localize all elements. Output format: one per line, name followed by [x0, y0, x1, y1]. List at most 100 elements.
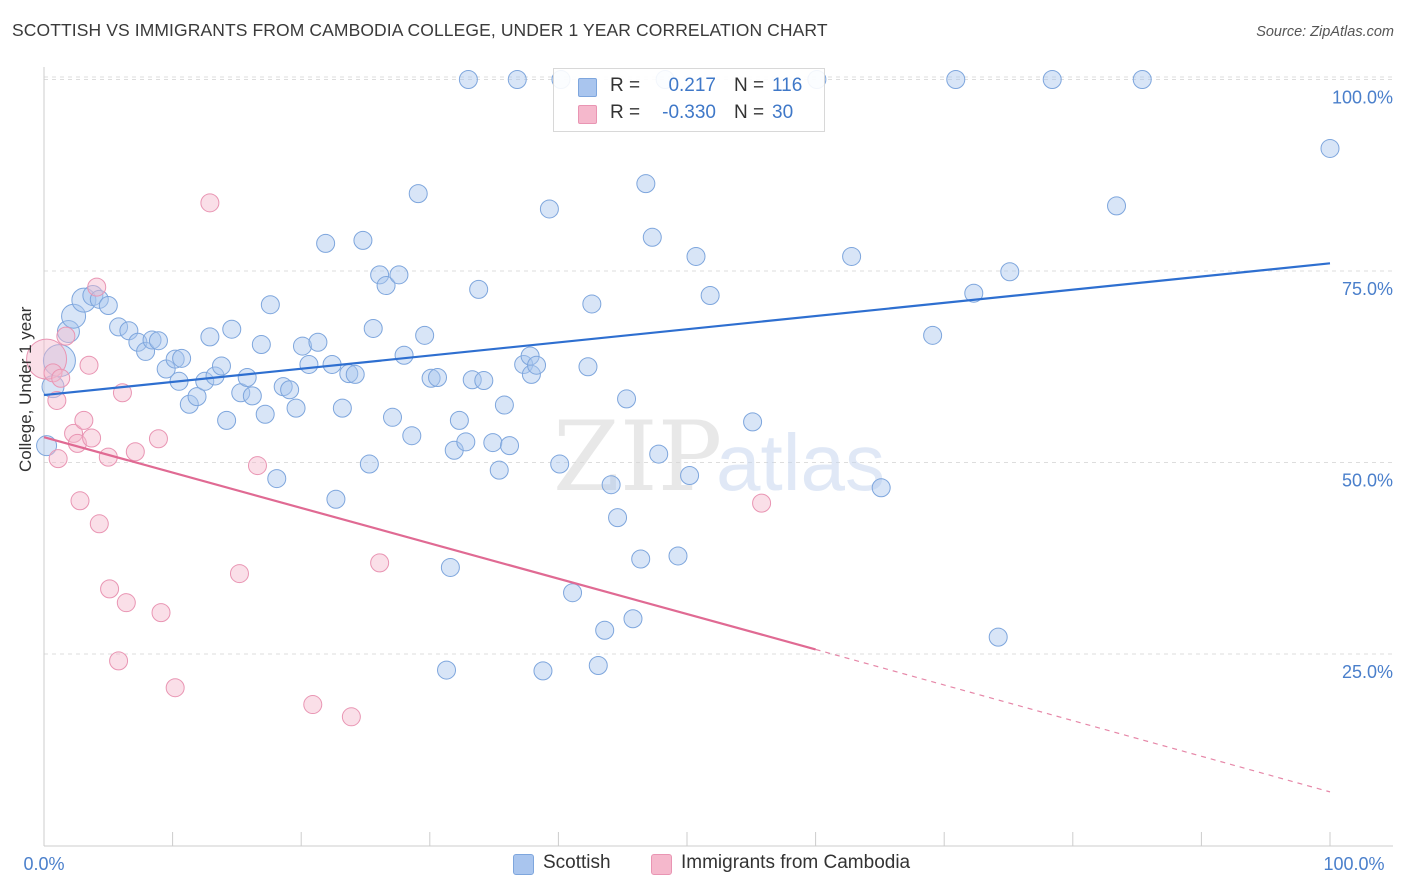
- cambodia-point: [116, 593, 136, 613]
- cambodia-point: [82, 428, 102, 448]
- cambodia-point: [47, 390, 67, 410]
- chart-title: SCOTTISH VS IMMIGRANTS FROM CAMBODIA COL…: [12, 20, 828, 40]
- scottish-point: [964, 283, 984, 303]
- source-credit: Source: ZipAtlas.com: [1256, 24, 1394, 40]
- scottish-point: [308, 332, 328, 352]
- cambodia-point: [148, 429, 168, 449]
- cambodia-point: [79, 355, 99, 375]
- scottish-point: [242, 386, 262, 406]
- scottish-point: [449, 410, 469, 430]
- scottish-point: [394, 345, 414, 365]
- scottish-point: [1132, 70, 1152, 89]
- y-tick-label: 75.0%: [1342, 279, 1393, 299]
- scottish-point: [1320, 138, 1340, 158]
- scottish-point: [98, 295, 118, 315]
- scottish-point: [267, 469, 287, 489]
- watermark: ZIP atlas: [553, 401, 885, 513]
- scottish-point: [578, 357, 598, 377]
- scottish-point: [136, 341, 156, 361]
- scottish-point: [539, 199, 559, 219]
- cambodia-point: [165, 678, 185, 698]
- scottish-point: [617, 389, 637, 409]
- scottish-point: [142, 330, 162, 350]
- scottish-point: [1107, 196, 1127, 216]
- scottish-point: [148, 331, 168, 351]
- scottish-trend-line: [43, 262, 1331, 397]
- cambodia-point: [70, 491, 90, 511]
- scottish-point: [871, 478, 891, 498]
- scottish-point: [533, 661, 553, 681]
- cambodia-point: [200, 193, 220, 213]
- scottish-point: [172, 348, 192, 368]
- legend-r-label: R =: [610, 75, 641, 96]
- cambodia-trend-line: [43, 436, 816, 651]
- scottish-point: [923, 325, 943, 345]
- cambodia-trend-extension: [815, 648, 1331, 793]
- y-tick-labels: 25.0% 50.0% 75.0% 100.0%: [1332, 88, 1393, 683]
- scottish-point: [332, 398, 352, 418]
- axes: [43, 67, 1393, 847]
- cambodia-point: [370, 553, 390, 573]
- scottish-point: [608, 508, 628, 528]
- scottish-point: [383, 407, 403, 427]
- scottish-point: [251, 335, 271, 355]
- scottish-point: [483, 433, 503, 453]
- scottish-point: [623, 609, 643, 629]
- trend-lines: [43, 262, 1331, 793]
- scottish-point: [474, 371, 494, 391]
- legend-r-value: -0.330: [662, 102, 716, 123]
- scottish-point: [563, 583, 583, 603]
- scottish-point: [588, 655, 608, 675]
- legend-n-value: 30: [772, 102, 794, 123]
- legend-n-value: 116: [772, 75, 803, 96]
- scottish-point: [299, 354, 319, 374]
- scottish-point: [521, 364, 541, 384]
- cambodia-point: [74, 410, 94, 430]
- scottish-point: [440, 557, 460, 577]
- scottish-point: [61, 303, 87, 329]
- cambodia-point: [87, 277, 107, 297]
- scottish-point: [42, 344, 76, 378]
- scottish-point: [458, 70, 478, 89]
- scottish-point: [370, 265, 390, 285]
- scottish-point: [595, 620, 615, 640]
- scottish-point: [237, 367, 257, 387]
- scottish-point: [353, 230, 373, 250]
- scottish-point: [642, 227, 662, 247]
- scottish-point: [1042, 70, 1062, 89]
- cambodia-point: [151, 603, 171, 623]
- scottish-point: [326, 489, 346, 509]
- scottish-point: [222, 319, 242, 339]
- cambodia-point: [125, 442, 145, 462]
- scottish-point: [316, 233, 336, 253]
- scottish-point: [668, 546, 688, 566]
- scottish-point: [489, 460, 509, 480]
- scottish-points: [36, 70, 1340, 681]
- watermark-zip: ZIP: [553, 401, 722, 513]
- scottish-point: [946, 70, 966, 89]
- scottish-point: [211, 356, 231, 376]
- scottish-point: [507, 70, 527, 89]
- scottish-point: [1000, 262, 1020, 282]
- x-tick-labels: 0.0% 100.0%: [23, 854, 1384, 874]
- scottish-point: [408, 184, 428, 204]
- cambodia-point: [56, 326, 76, 346]
- legend-label-scottish: Scottish: [543, 852, 611, 873]
- legend-swatch-scottish: [578, 78, 597, 97]
- y-axis-label: College, Under 1 year: [16, 306, 35, 472]
- scottish-point: [389, 265, 409, 285]
- scottish-point: [428, 367, 448, 387]
- cambodia-point: [229, 564, 249, 584]
- scottish-point: [649, 444, 669, 464]
- cambodia-point: [64, 423, 84, 443]
- cambodia-point: [341, 707, 361, 727]
- scottish-point: [56, 320, 80, 344]
- cambodia-point: [109, 651, 129, 671]
- cambodia-point: [100, 579, 120, 599]
- cambodia-point: [752, 493, 772, 513]
- scottish-point: [842, 246, 862, 266]
- scottish-point: [550, 454, 570, 474]
- scottish-point: [280, 380, 300, 400]
- legend-row-scottish: R = 0.217 N = 116: [554, 73, 824, 99]
